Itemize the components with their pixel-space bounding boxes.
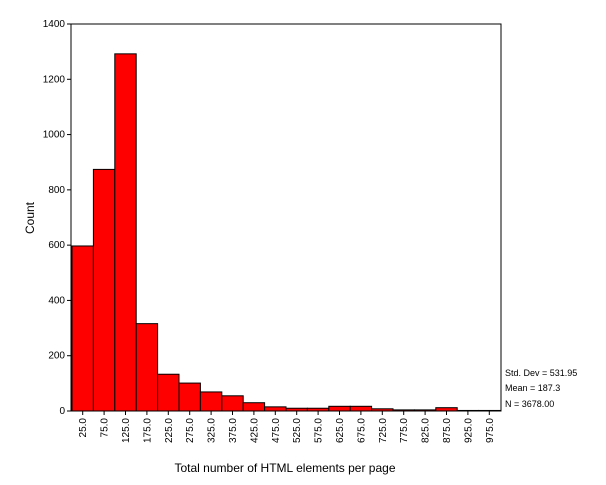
x-tick-label-275.0: 275.0: [185, 418, 196, 443]
x-tick-label-125.0: 125.0: [121, 418, 132, 443]
bar-625.0: [328, 405, 351, 412]
x-axis-title: Total number of HTML elements per page: [175, 461, 396, 475]
x-axis: 25.0 75.0 125.0 175.0 225.0 275.0 325.0 375.0 42…: [78, 411, 496, 443]
y-tick-label-400: 400: [48, 295, 65, 306]
y-tick-label-0: 0: [59, 406, 65, 417]
x-tick-label-625.0: 625.0: [335, 418, 346, 443]
y-tick-label-600: 600: [48, 240, 65, 251]
bar-675.0: [349, 405, 373, 412]
y-tick-label-1400: 1400: [43, 19, 66, 30]
x-tick-label-175.0: 175.0: [142, 418, 153, 443]
x-tick-label-425.0: 425.0: [249, 418, 260, 443]
bar-25.0: [71, 245, 94, 412]
stat-mean: Mean = 187.3: [505, 383, 560, 393]
y-tick-label-800: 800: [48, 185, 65, 196]
bar-325.0: [199, 391, 223, 412]
bar-75.0: [92, 168, 116, 412]
x-tick-label-775.0: 775.0: [399, 418, 410, 443]
bar-725.0: [371, 408, 394, 412]
y-axis-title: Count: [23, 201, 37, 234]
bars-group: [71, 53, 501, 412]
y-tick-label-200: 200: [48, 351, 65, 362]
bar-275.0: [178, 382, 201, 412]
stat-n: N = 3678.00: [505, 399, 554, 409]
bar-425.0: [242, 402, 266, 412]
bar-525.0: [285, 407, 308, 412]
bar-775.0: [392, 409, 415, 412]
x-tick-label-475.0: 475.0: [271, 418, 282, 443]
x-tick-label-375.0: 375.0: [228, 418, 239, 443]
x-tick-label-725.0: 725.0: [378, 418, 389, 443]
y-tick-label-1200: 1200: [43, 74, 66, 85]
stat-std-dev: Std. Dev = 531.95: [505, 368, 577, 378]
x-tick-label-875.0: 875.0: [442, 418, 453, 443]
x-tick-label-75.0: 75.0: [100, 418, 111, 438]
x-tick-label-325.0: 325.0: [207, 418, 218, 443]
bar-375.0: [221, 395, 244, 412]
x-tick-label-975.0: 975.0: [485, 418, 496, 443]
y-tick-label-1000: 1000: [43, 130, 66, 141]
bar-175.0: [135, 323, 159, 412]
x-tick-label-675.0: 675.0: [356, 418, 367, 443]
x-tick-label-575.0: 575.0: [314, 418, 325, 443]
bar-125.0: [114, 53, 137, 412]
bar-875.0: [435, 407, 458, 412]
bar-825.0: [413, 409, 437, 412]
x-tick-label-225.0: 225.0: [164, 418, 175, 443]
bar-475.0: [264, 406, 287, 412]
bar-575.0: [306, 407, 330, 412]
x-tick-label-525.0: 525.0: [292, 418, 303, 443]
bar-225.0: [157, 373, 180, 412]
y-axis: 0 200 400 600 800 1000 1200 1400: [43, 19, 71, 417]
bar-925.0: [456, 409, 480, 412]
x-tick-label-825.0: 825.0: [421, 418, 432, 443]
x-tick-label-25.0: 25.0: [78, 418, 89, 438]
bar-975.0: [478, 409, 501, 412]
x-tick-label-925.0: 925.0: [463, 418, 474, 443]
